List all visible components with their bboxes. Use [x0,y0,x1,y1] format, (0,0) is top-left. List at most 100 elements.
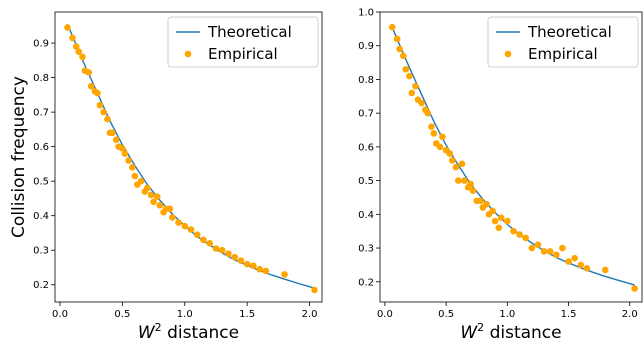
y-tick-label: 1.0 [358,8,374,19]
empirical-point [131,172,139,180]
empirical-point [237,257,245,264]
empirical-point [393,35,401,43]
empirical-point [455,177,462,184]
empirical-point [281,271,288,278]
empirical-point [412,82,419,90]
legend-label-theoretical: Theoretical [207,23,292,41]
x-tick-label: 1.5 [239,309,255,320]
empirical-point [94,89,101,97]
empirical-point [147,191,155,199]
empirical-point [79,53,86,61]
empirical-point [448,157,456,164]
empirical-point [483,200,490,208]
x-axis-label: W2 distance [460,321,561,343]
y-tick-label: 0.9 [358,41,374,52]
empirical-point [72,43,80,50]
empirical-point [137,177,145,185]
empirical-point [144,184,151,192]
empirical-point [534,241,542,248]
y-tick-label: 0.2 [33,280,49,291]
y-tick-label: 0.4 [33,211,49,222]
empirical-point [231,253,238,261]
y-tick-label: 0.8 [358,75,374,86]
y-axis-label: Collision frequency [9,76,29,238]
empirical-point [402,66,410,73]
empirical-point [522,234,529,242]
empirical-point [559,244,566,252]
empirical-point [85,69,92,76]
empirical-point [408,89,416,97]
y-tick-label: 0.8 [33,73,49,84]
empirical-point [311,286,318,294]
empirical-point [461,177,468,184]
empirical-point [477,197,484,205]
empirical-point [430,130,438,137]
empirical-point [577,261,585,269]
empirical-point [121,150,129,157]
y-tick-label: 0.7 [358,109,374,120]
empirical-point [243,260,251,268]
y-tick-label: 0.5 [33,177,49,188]
legend-label-empirical: Empirical [528,45,598,63]
x-tick-label: 0.0 [377,309,393,320]
empirical-point [458,160,466,168]
axes-frame [379,11,643,303]
empirical-point [467,180,474,188]
empirical-point [546,248,554,255]
legend-dot-swatch [184,50,192,58]
empirical-point [631,285,638,292]
empirical-point [446,150,454,157]
empirical-point [565,258,572,265]
empirical-point [96,101,104,109]
x-tick-label: 1.0 [177,309,193,320]
empirical-point [156,202,164,209]
empirical-point [87,82,95,90]
empirical-point [552,251,560,259]
x-tick-label: 2.0 [302,309,318,320]
empirical-point [424,109,432,117]
empirical-point [75,48,83,56]
empirical-point [571,254,578,262]
empirical-point [119,145,126,152]
empirical-point [112,136,120,144]
empirical-point [193,231,201,238]
empirical-point [540,248,548,255]
empirical-point [129,164,136,171]
empirical-point [250,262,257,270]
empirical-point [200,236,207,244]
empirical-point [154,193,161,201]
empirical-point [510,227,517,235]
empirical-point [64,24,71,31]
empirical-point [396,45,403,53]
empirical-point [125,157,132,164]
legend-box [487,16,639,68]
empirical-point [428,123,435,130]
y-tick-label: 0.3 [33,246,49,257]
empirical-point [262,267,270,275]
y-tick-label: 0.6 [33,142,49,153]
axes-frame [54,11,323,303]
empirical-point [601,266,609,274]
empirical-point [495,224,503,232]
x-tick-label: 1.0 [499,309,515,320]
empirical-point [516,231,523,238]
right-chart-panel: 0.0 0.5 1.0 1.5 2.0 0.2 0.3 0.4 0.5 0.6 0.7 0.8 0.9 1… [358,8,643,343]
empirical-point [212,245,220,252]
y-tick-label: 0.2 [358,277,374,288]
empirical-point [166,205,174,213]
y-tick-label: 0.4 [358,210,374,221]
legend-box [167,16,319,68]
empirical-point [168,214,176,221]
x-tick-label: 0.5 [438,309,454,320]
y-tick-label: 0.3 [358,244,374,255]
empirical-point [491,217,499,225]
empirical-point [104,115,111,123]
empirical-point [175,219,182,226]
empirical-point [181,222,189,230]
legend-label-empirical: Empirical [208,45,278,63]
empirical-point [528,244,536,252]
empirical-point [388,23,396,31]
empirical-point [150,198,157,206]
empirical-point [469,187,477,195]
